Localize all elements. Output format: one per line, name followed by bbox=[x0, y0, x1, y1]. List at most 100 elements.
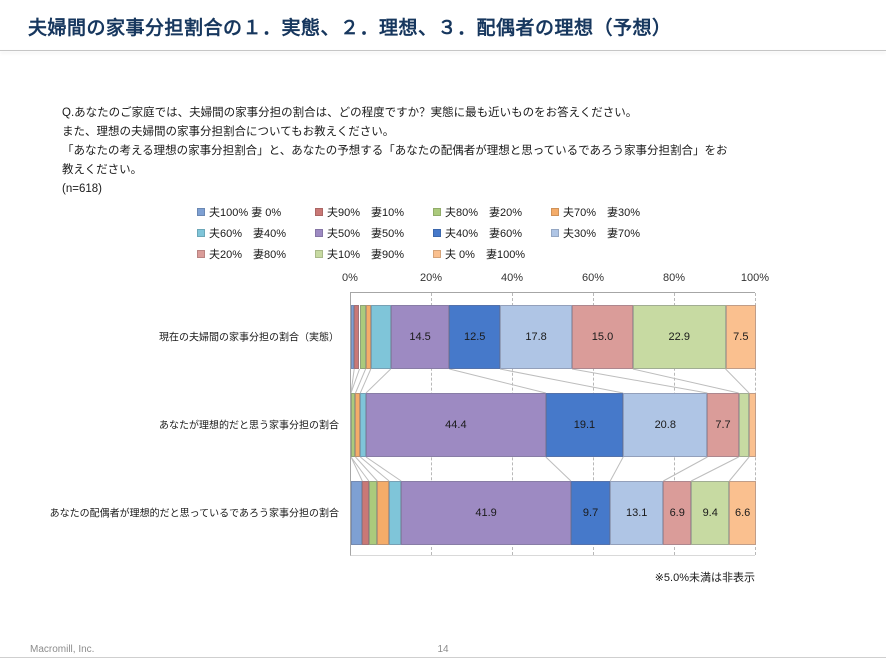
bar-segment bbox=[355, 393, 361, 457]
bar-segment-label: 20.8 bbox=[654, 419, 676, 431]
legend-item: 夫100% 妻 0% bbox=[197, 201, 315, 222]
x-axis: 0% 20% 40% 60% 80% 100% bbox=[342, 272, 769, 287]
header-divider bbox=[0, 50, 886, 51]
bar-segment: 15.0 bbox=[572, 305, 633, 369]
axis-tick-label: 100% bbox=[740, 272, 770, 284]
page-number: 14 bbox=[437, 644, 449, 655]
bar-segment: 41.9 bbox=[401, 481, 571, 545]
legend-swatch-icon bbox=[551, 207, 559, 216]
axis-tick-label: 0% bbox=[342, 272, 358, 284]
row-label: 現在の夫婦間の家事分担の割合（実態） bbox=[159, 332, 339, 344]
bar-segment-label: 9.4 bbox=[702, 507, 718, 519]
bar-segment: 6.6 bbox=[729, 481, 756, 545]
bar-segment bbox=[370, 305, 391, 369]
bar-row: 44.4 19.1 20.8 7.7 bbox=[351, 393, 756, 457]
legend-label: 夫10% 妻90% bbox=[327, 248, 405, 261]
legend-item: 夫70% 妻30% bbox=[551, 201, 675, 222]
bar-segment bbox=[351, 393, 356, 457]
bar-segment-label: 7.5 bbox=[733, 331, 749, 343]
bar-segment-label: 22.9 bbox=[668, 331, 690, 343]
bar-segment-label: 14.5 bbox=[409, 331, 431, 343]
legend-label: 夫 0% 妻100% bbox=[445, 248, 526, 261]
bar-segment: 7.5 bbox=[725, 305, 756, 369]
legend-item: 夫40% 妻60% bbox=[433, 222, 551, 243]
legend-swatch-icon bbox=[433, 228, 441, 237]
bar-segment-label: 7.7 bbox=[715, 419, 731, 431]
legend-label: 夫100% 妻 0% bbox=[209, 206, 282, 219]
legend-item: 夫60% 妻40% bbox=[197, 222, 315, 243]
bar-segment: 20.8 bbox=[623, 393, 708, 457]
question-text: Q.あなたのご家庭では、夫婦間の家事分担の割合は、どの程度ですか？実態に最も近い… bbox=[62, 104, 728, 199]
series-connector-lines bbox=[351, 368, 750, 482]
legend-label: 夫40% 妻60% bbox=[445, 227, 523, 240]
bar-row: 41.9 9.7 13.1 6.9 9.4 6.6 bbox=[351, 481, 756, 545]
bar-segment bbox=[389, 481, 402, 545]
bar-segment bbox=[354, 305, 360, 369]
axis-tick-label: 80% bbox=[662, 272, 686, 284]
bar-segment bbox=[351, 305, 355, 369]
bar-segment: 9.4 bbox=[691, 481, 730, 545]
bar-segment-label: 6.9 bbox=[669, 507, 685, 519]
chart-legend: 夫100% 妻 0% 夫90% 妻10% 夫80% 妻20% 夫70% 妻30% 夫60… bbox=[197, 201, 675, 264]
legend-label: 夫70% 妻30% bbox=[563, 206, 641, 219]
legend-swatch-icon bbox=[551, 228, 559, 237]
legend-label: 夫60% 妻40% bbox=[209, 227, 287, 240]
question-line: また、理想の夫婦間の家事分担割合についてもお教えください。 bbox=[62, 126, 395, 138]
legend-label: 夫30% 妻70% bbox=[563, 227, 641, 240]
bar-segment-label: 17.8 bbox=[525, 331, 547, 343]
row-label: あなたが理想的だと思う家事分担の割合 bbox=[159, 420, 339, 432]
legend-label: 夫20% 妻80% bbox=[209, 248, 287, 261]
bar-segment-label: 13.1 bbox=[626, 507, 648, 519]
stacked-bar-chart: 14.5 12.5 17.8 15.0 22.9 7.5 44.4 19.1 20.8 7.7 41… bbox=[350, 292, 756, 556]
bar-segment bbox=[365, 305, 371, 369]
bar-segment: 17.8 bbox=[500, 305, 573, 369]
legend-label: 夫80% 妻20% bbox=[445, 206, 523, 219]
legend-swatch-icon bbox=[315, 228, 323, 237]
legend-item: 夫 0% 妻100% bbox=[433, 243, 551, 264]
bar-segment: 13.1 bbox=[610, 481, 664, 545]
bar-segment bbox=[359, 305, 366, 369]
bar-segment-label: 44.4 bbox=[445, 419, 467, 431]
bar-segment-label: 15.0 bbox=[591, 331, 614, 343]
bar-segment bbox=[738, 393, 750, 457]
question-line: Q.あなたのご家庭では、夫婦間の家事分担の割合は、どの程度ですか？実態に最も近い… bbox=[62, 107, 638, 119]
legend-swatch-icon bbox=[197, 249, 205, 258]
row-label: あなたの配偶者が理想的だと思っているであろう家事分担の割合 bbox=[49, 508, 339, 520]
legend-label: 夫90% 妻10% bbox=[327, 206, 405, 219]
bar-segment-label: 6.6 bbox=[734, 507, 751, 519]
legend-item: 夫80% 妻20% bbox=[433, 201, 551, 222]
category-labels: 現在の夫婦間の家事分担の割合（実態） あなたが理想的だと思う家事分担の割合あなたの… bbox=[0, 292, 344, 556]
legend-item: 夫10% 妻90% bbox=[315, 243, 433, 264]
bar-row: 14.5 12.5 17.8 15.0 22.9 7.5 bbox=[351, 305, 756, 369]
bar-segment-label: 41.9 bbox=[475, 507, 497, 519]
sample-size: (n=618) bbox=[62, 183, 102, 195]
legend-swatch-icon bbox=[315, 249, 323, 258]
bar-segment bbox=[368, 481, 378, 545]
footer-divider bbox=[0, 657, 886, 658]
legend-swatch-icon bbox=[433, 207, 441, 216]
legend-item: 夫20% 妻80% bbox=[197, 243, 315, 264]
axis-tick-label: 40% bbox=[500, 272, 524, 284]
bar-segment-label: 19.1 bbox=[573, 419, 596, 431]
axis-tick-label: 60% bbox=[581, 272, 605, 284]
bar-segment: 22.9 bbox=[632, 305, 726, 369]
bar-segment bbox=[749, 393, 756, 457]
legend-item: 夫30% 妻70% bbox=[551, 222, 675, 243]
chart-footnote: ※5.0%未満は非表示 bbox=[654, 572, 755, 584]
legend-swatch-icon bbox=[197, 207, 205, 216]
axis-tick-label: 20% bbox=[419, 272, 443, 284]
question-line: 「あなたの考える理想の家事分担割合」と、あなたの予想する「あなたの配偶者が理想と… bbox=[62, 145, 728, 157]
bar-segment: 12.5 bbox=[449, 305, 501, 369]
bar-segment: 6.9 bbox=[663, 481, 692, 545]
bar-segment bbox=[360, 393, 366, 457]
bar-segment-label: 12.5 bbox=[464, 331, 486, 343]
question-line: 教えください。 bbox=[62, 164, 143, 176]
bar-segment bbox=[362, 481, 369, 545]
bar-segment bbox=[351, 481, 363, 545]
bar-segment: 7.7 bbox=[707, 393, 739, 457]
footer-brand: Macromill, Inc. bbox=[30, 644, 95, 655]
legend-swatch-icon bbox=[433, 249, 441, 258]
legend-label: 夫50% 妻50% bbox=[327, 227, 405, 240]
bar-segment-label: 9.7 bbox=[582, 507, 599, 519]
legend-item: 夫90% 妻10% bbox=[315, 201, 433, 222]
